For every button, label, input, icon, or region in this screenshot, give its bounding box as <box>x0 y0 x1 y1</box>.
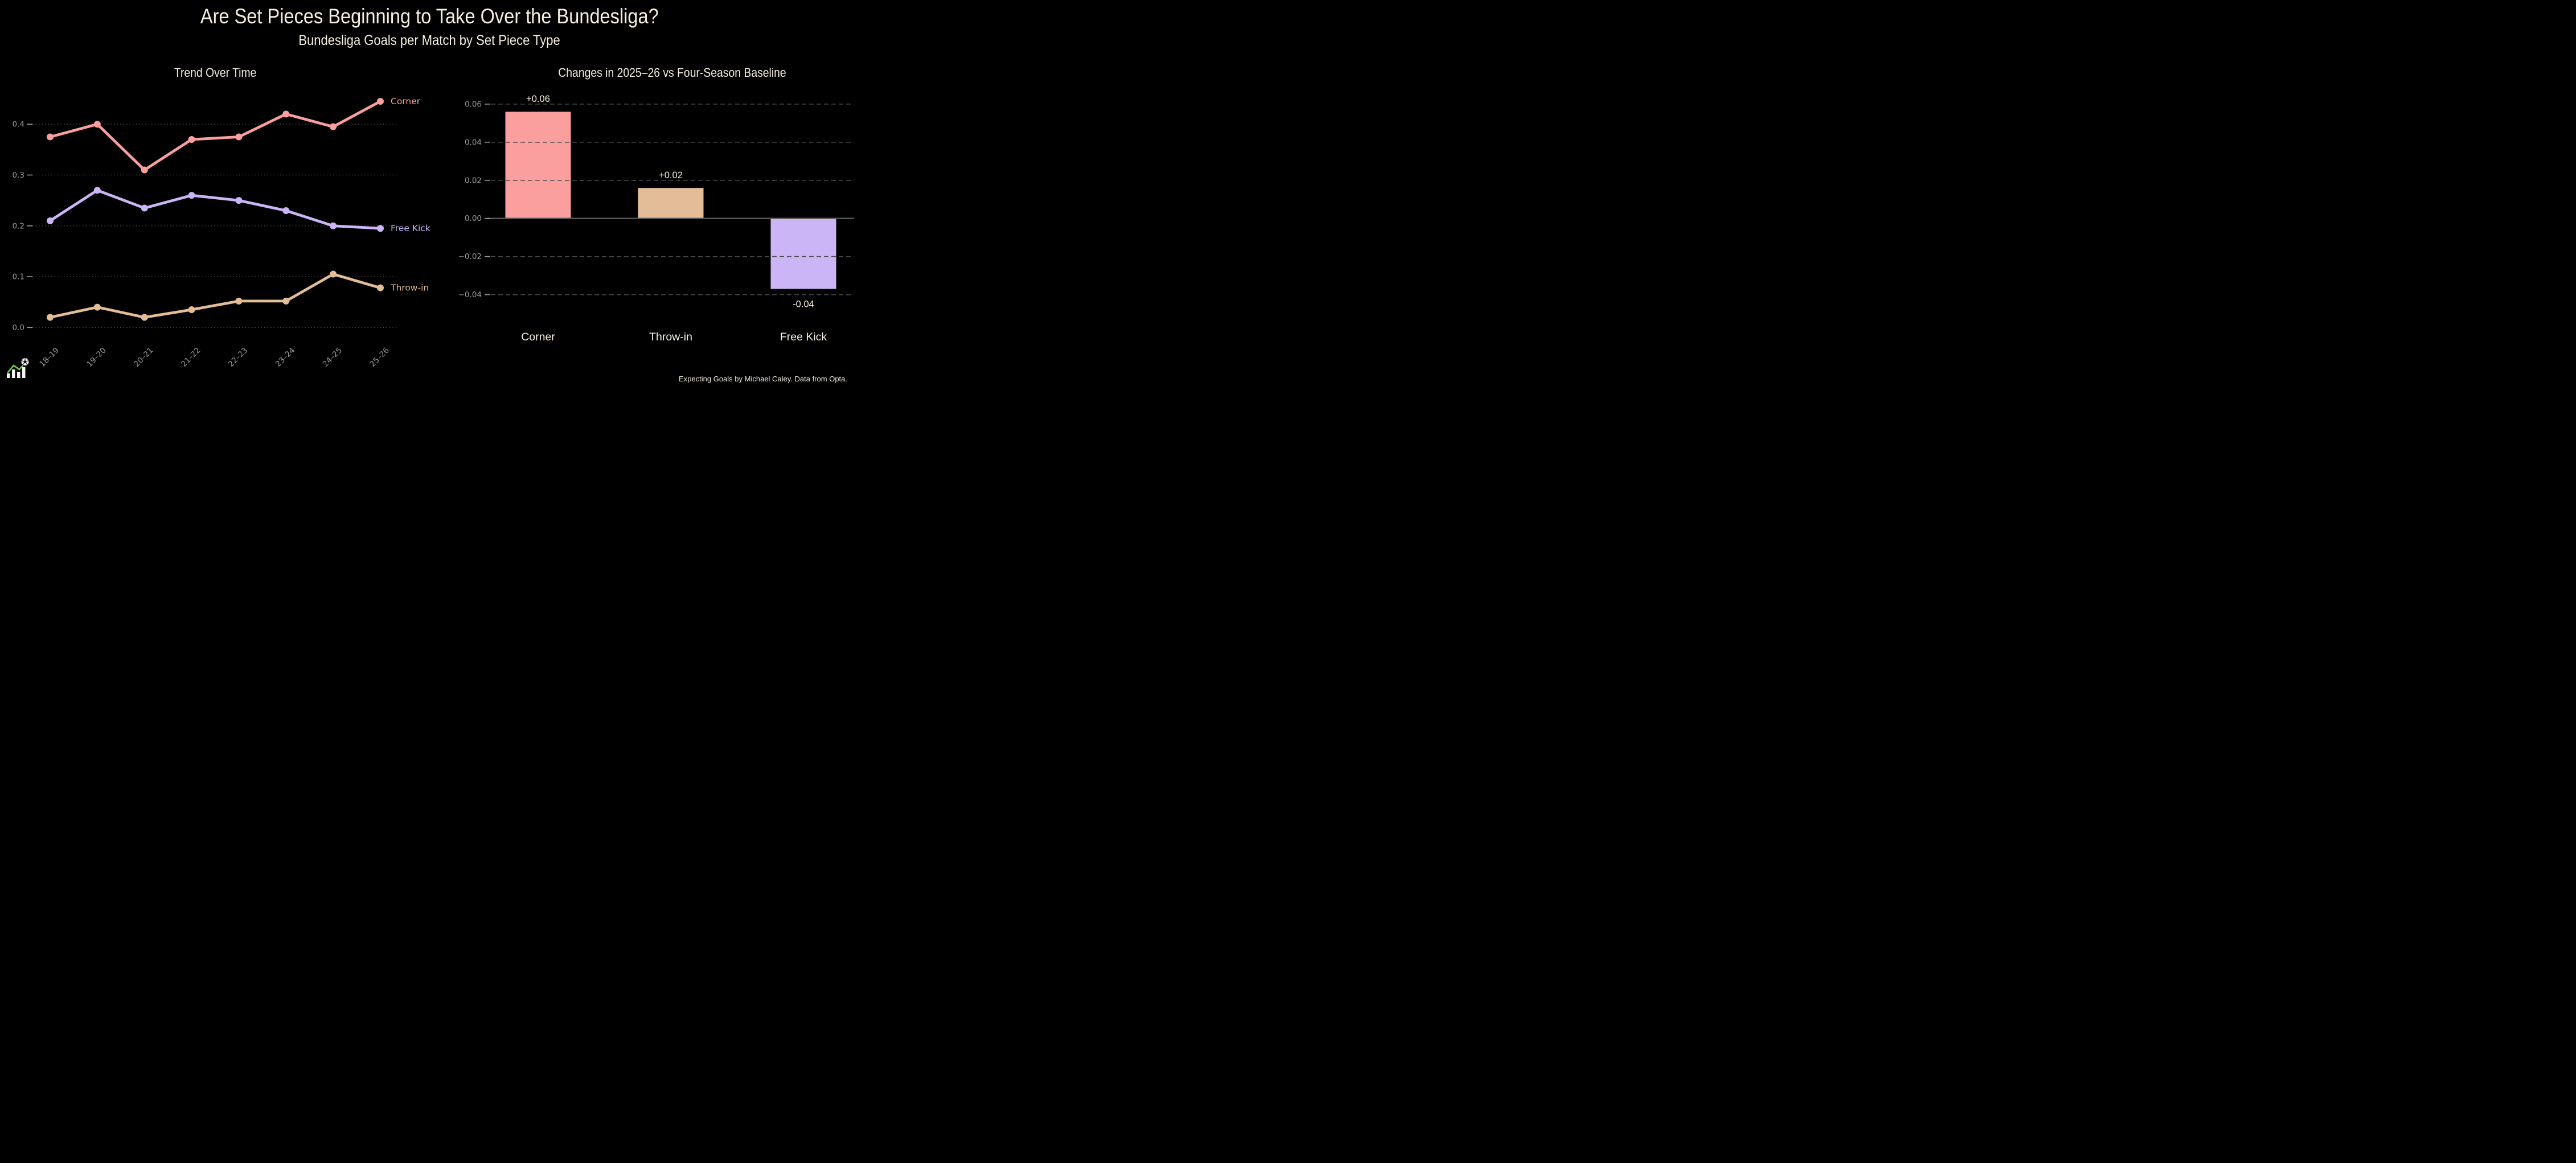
data-point-free_kick <box>141 204 148 212</box>
line-series-throw_in <box>48 273 382 319</box>
data-point-throw_in <box>47 314 54 321</box>
data-point-corner <box>282 110 290 118</box>
data-point-corner <box>330 123 337 130</box>
data-point-free_kick <box>282 207 290 214</box>
data-point-corner <box>93 121 101 128</box>
bar-throw_in <box>638 188 704 219</box>
x-tick-label: 24–25 <box>321 346 344 369</box>
data-point-free_kick <box>188 192 195 199</box>
x-tick-label: 18–19 <box>38 346 60 369</box>
bar-value-label: +0.02 <box>659 170 683 180</box>
data-point-corner <box>235 133 243 141</box>
x-tick-label: 23–24 <box>274 346 297 369</box>
data-point-throw_in <box>141 314 148 321</box>
bar-category-label: Free Kick <box>780 331 827 343</box>
line-chart-title: Trend Over Time <box>174 65 257 80</box>
page-title: Are Set Pieces Beginning to Take Over th… <box>0 5 859 28</box>
bar-free_kick <box>770 218 836 289</box>
data-point-free_kick <box>235 197 243 204</box>
y-tick-label: −0.04 <box>458 290 482 299</box>
y-tick-label: 0.02 <box>465 176 482 185</box>
infographic: Are Set Pieces Beginning to Take Over th… <box>0 0 859 388</box>
data-point-throw_in <box>235 297 243 305</box>
series-label-free_kick: Free Kick <box>391 223 430 233</box>
bar-value-label: -0.04 <box>793 299 814 310</box>
y-tick-label: −0.02 <box>458 252 482 261</box>
data-point-throw_in <box>282 297 290 305</box>
data-point-corner <box>188 135 195 143</box>
data-point-free_kick <box>377 225 384 232</box>
bar-chart-title: Changes in 2025–26 vs Four-Season Baseli… <box>557 65 786 80</box>
line-series-free_kick <box>48 188 382 230</box>
y-tick-label: 0.00 <box>465 214 482 223</box>
logo-bars <box>7 367 26 378</box>
soccer-chart-logo <box>7 357 30 378</box>
data-point-throw_in <box>188 306 195 314</box>
y-tick-label: 0.2 <box>13 221 24 231</box>
y-tick-label: 0.0 <box>13 323 24 332</box>
bar-value-label: +0.06 <box>526 94 550 104</box>
x-tick-label: 21–22 <box>179 346 202 369</box>
y-tick-label: 0.1 <box>13 273 24 282</box>
page-subtitle: Bundesliga Goals per Match by Set Piece … <box>0 32 859 49</box>
page-title-text: Are Set Pieces Beginning to Take Over th… <box>200 5 659 28</box>
x-tick-label: 19–20 <box>85 346 108 369</box>
x-tick-label: 25–26 <box>368 346 391 369</box>
bar-category-label: Throw-in <box>649 331 692 343</box>
data-point-throw_in <box>377 284 384 291</box>
series-label-corner: Corner <box>391 96 421 106</box>
soccer-ball-icon <box>20 357 30 366</box>
y-tick-label: 0.06 <box>465 100 482 109</box>
series-label-throw_in: Throw-in <box>390 283 429 293</box>
x-tick-label: 22–23 <box>227 346 249 369</box>
logo-trend-line <box>7 364 24 373</box>
page-subtitle-text: Bundesliga Goals per Match by Set Piece … <box>298 32 560 48</box>
y-tick-label: 0.4 <box>13 120 24 129</box>
bar-corner <box>505 112 571 219</box>
credit-line: Expecting Goals by Michael Caley. Data f… <box>679 375 847 383</box>
data-point-corner <box>377 98 384 105</box>
data-point-free_kick <box>330 222 337 229</box>
x-tick-label: 20–21 <box>132 346 155 369</box>
charts-canvas: 0.0 0.1 0.2 0.3 0.4 18–19 19–20 20–21 21–22 22–23… <box>13 94 854 369</box>
y-tick-label: 0.3 <box>13 171 24 180</box>
data-point-free_kick <box>93 187 101 194</box>
y-tick-label: 0.04 <box>465 138 482 147</box>
data-point-free_kick <box>47 217 54 224</box>
data-point-throw_in <box>93 303 101 311</box>
bar-category-label: Corner <box>521 331 555 343</box>
data-point-corner <box>47 133 54 141</box>
line-series-corner <box>48 100 382 171</box>
data-point-throw_in <box>330 270 337 278</box>
data-point-corner <box>141 166 148 174</box>
